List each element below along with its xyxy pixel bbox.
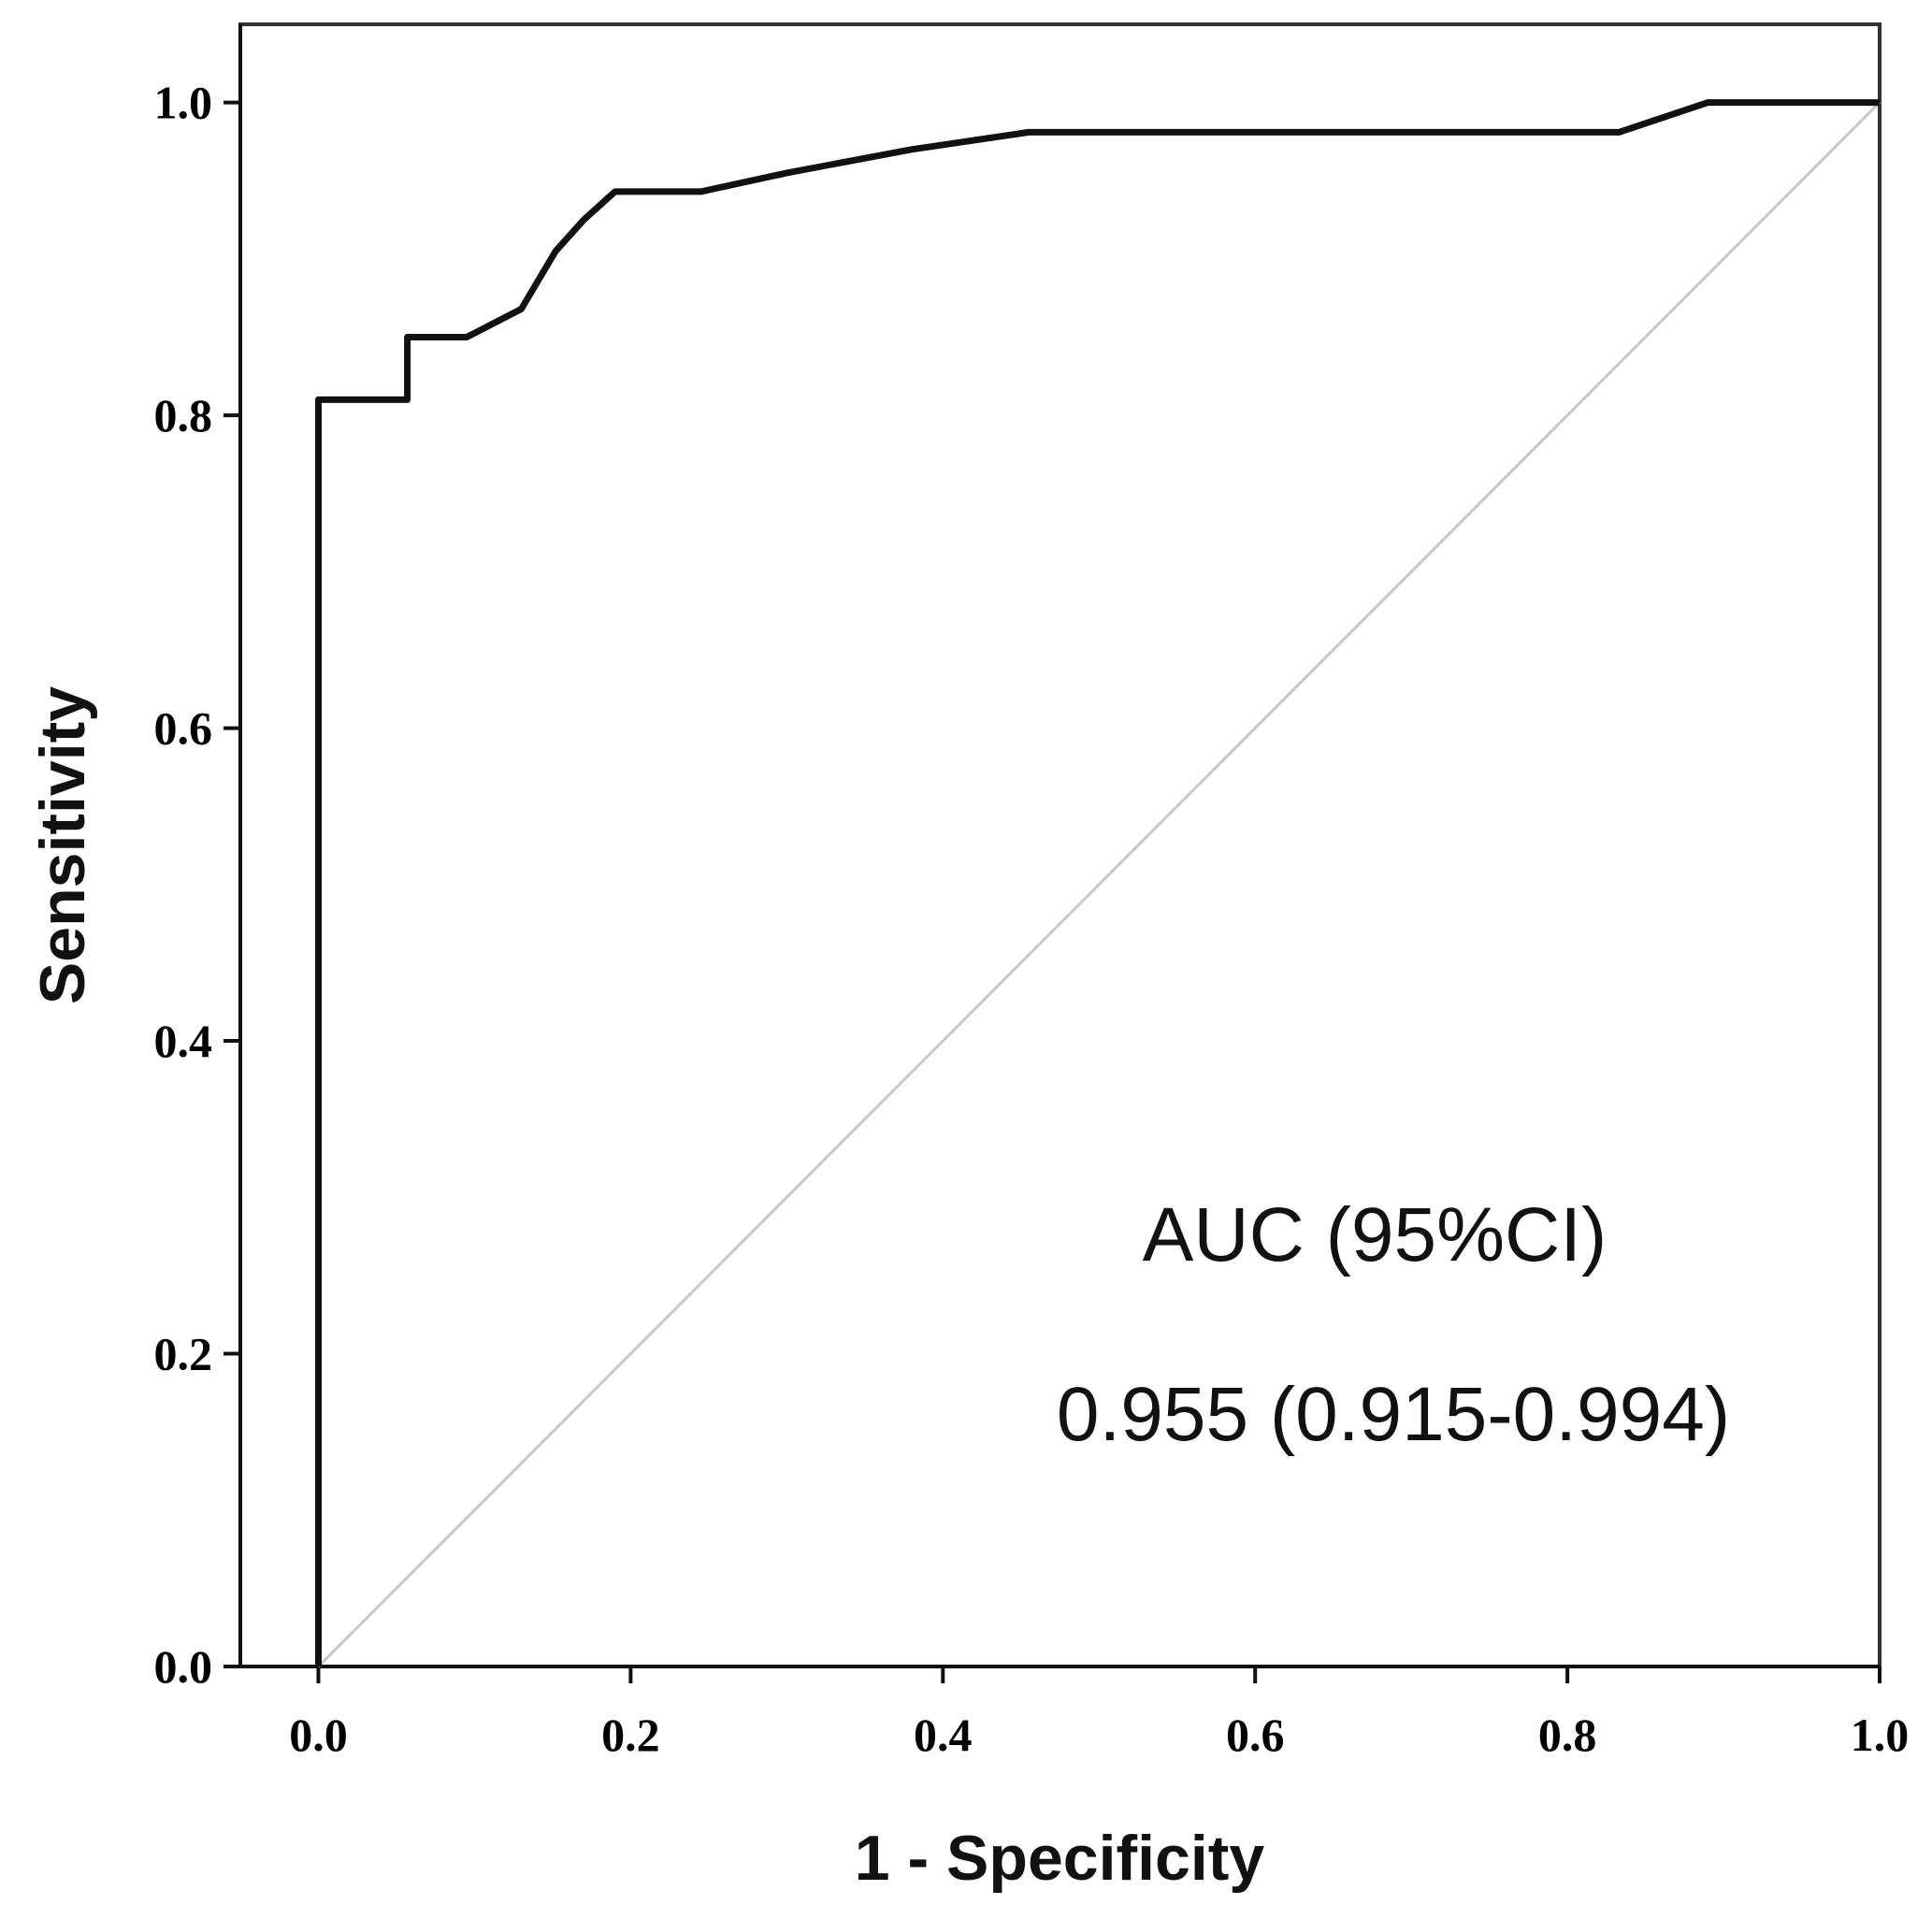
- y-tick-label: 0.0: [154, 1640, 213, 1693]
- y-tick-label: 0.4: [154, 1015, 213, 1067]
- auc-value-annotation: 0.955 (0.915-0.994): [1057, 1372, 1730, 1457]
- ticks-layer: 0.0 0.2 0.4 0.6 0.8 1.0 0.0 0.2 0.4 0.6 0.8 1.0: [154, 77, 1910, 1761]
- x-tick-label: 0.4: [914, 1709, 973, 1761]
- y-axis-title: Sensitivity: [27, 686, 98, 1004]
- y-tick-label: 1.0: [154, 77, 213, 129]
- series-layer: [315, 99, 1882, 1668]
- x-tick-label: 0.0: [289, 1709, 348, 1761]
- y-tick-label: 0.8: [154, 389, 213, 441]
- x-axis-title: 1 - Specificity: [855, 1823, 1265, 1894]
- x-tick-label: 1.0: [1851, 1709, 1910, 1761]
- y-tick-label: 0.6: [154, 702, 213, 755]
- auc-heading-annotation: AUC (95%CI): [1143, 1192, 1608, 1277]
- y-tick-label: 0.2: [154, 1328, 213, 1380]
- x-tick-label: 0.2: [601, 1709, 660, 1761]
- x-tick-label: 0.8: [1538, 1709, 1597, 1761]
- reference-line: [317, 101, 1882, 1668]
- roc-curve: [315, 99, 1880, 1666]
- x-tick-label: 0.6: [1226, 1709, 1285, 1761]
